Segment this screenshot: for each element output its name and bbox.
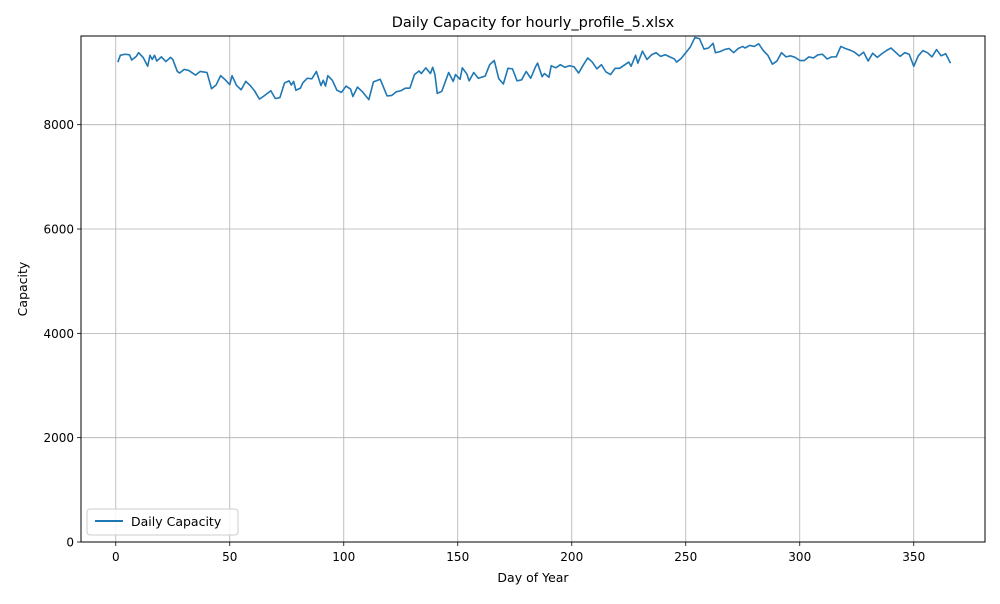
y-tick-label: 8000 [43, 118, 74, 132]
x-axis-label: Day of Year [497, 570, 569, 585]
y-tick-label: 0 [66, 536, 74, 550]
x-tick-label: 100 [332, 550, 355, 564]
legend-box [86, 508, 239, 536]
plot-frame [80, 35, 986, 543]
y-tick-label: 2000 [43, 431, 74, 445]
x-tick-label: 300 [788, 550, 811, 564]
legend: Daily Capacity [86, 508, 239, 536]
y-tick-label: 4000 [43, 327, 74, 341]
legend-label: Daily Capacity [131, 514, 222, 529]
x-tick-label: 250 [674, 550, 697, 564]
x-tick-label: 0 [112, 550, 120, 564]
y-axis: 0 2000 4000 6000 8000 [43, 118, 81, 550]
x-tick-label: 150 [446, 550, 469, 564]
y-axis-label: Capacity [15, 261, 30, 316]
x-tick-label: 350 [902, 550, 925, 564]
x-tick-label: 50 [222, 550, 237, 564]
y-tick-label: 6000 [43, 223, 74, 237]
x-axis: 0 50 100 150 200 250 300 350 [112, 542, 925, 564]
chart-title: Daily Capacity for hourly_profile_5.xlsx [392, 15, 675, 31]
series-layer [117, 36, 952, 101]
x-tick-label: 200 [560, 550, 583, 564]
series-line-daily-capacity [117, 36, 952, 101]
